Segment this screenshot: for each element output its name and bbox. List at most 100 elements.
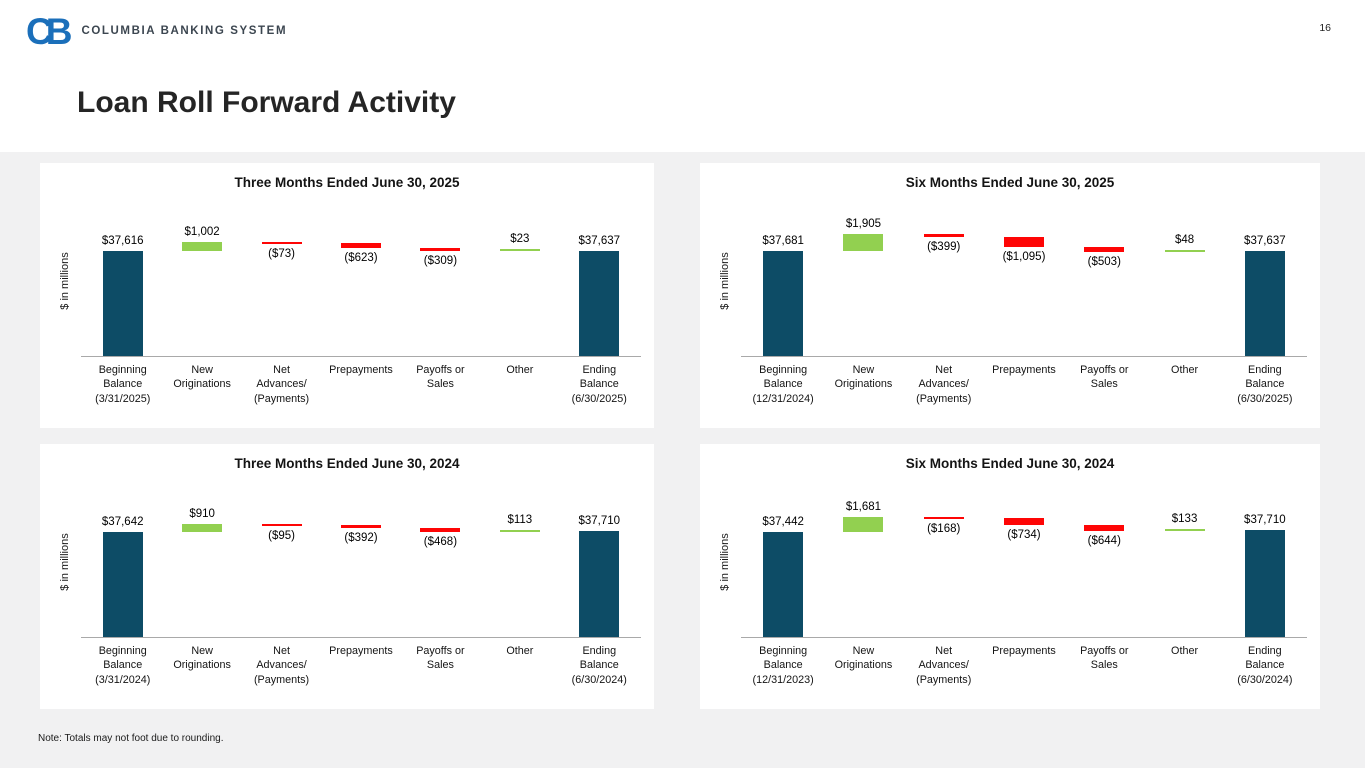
x-axis-labels: Beginning Balance (12/31/2024) New Origin… [743,363,1305,421]
category-label: Ending Balance (6/30/2024) [571,645,627,686]
bar-negative [923,516,964,519]
category-label: Prepayments [329,364,393,376]
bar-negative [1003,237,1044,248]
bar-value-label: $1,681 [845,500,882,513]
chart-title: Three Months Ended June 30, 2024 [234,456,460,471]
bar-value-label: ($623) [344,252,378,265]
chart-column: ($309) [401,193,480,356]
chart-column: $48 [1144,193,1224,356]
chart-column: ($1,095) [984,193,1064,356]
chart-card-six-months-2025: Six Months Ended June 30, 2025 $ in milli… [700,163,1320,428]
category-label: New Originations [834,645,893,672]
chart-column: ($468) [401,474,480,637]
company-logo: CB COLUMBIA BANKING SYSTEM [26,10,287,52]
logo-cb-monogram-icon: CB [26,10,73,52]
bar-total [102,532,143,637]
bar-value-label: $113 [507,514,533,527]
bar-total [1244,529,1285,637]
bar-total [763,532,804,637]
header: CB COLUMBIA BANKING SYSTEM 16 Loan Roll … [0,0,1365,152]
bar-value-label: $37,442 [762,516,804,528]
chart-column: $37,442 [743,474,823,637]
bar-value-label: ($392) [344,532,378,545]
chart-column: $37,642 [83,474,162,637]
bar-value-label: $37,637 [1244,235,1286,248]
chart-column: $37,637 [1225,193,1305,356]
bar-value-label: $48 [1174,233,1195,246]
x-axis-labels: Beginning Balance (3/31/2024) New Origina… [83,644,639,702]
bar-value-label: ($503) [1087,255,1121,268]
plot-area: $37,616 $1,002 ($73) ($623) ($309) $23 $37,637 [81,193,641,357]
chart-column: ($644) [1064,474,1144,637]
category-label: Ending Balance (6/30/2025) [571,364,627,405]
plot-area: $37,681 $1,905 ($399) ($1,095) ($503) $48 $37,… [741,193,1307,357]
bar-negative [340,524,381,529]
chart-column: $1,002 [162,193,241,356]
x-axis-labels: Beginning Balance (3/31/2025) New Origina… [83,363,639,421]
category-label: Prepayments [992,645,1056,657]
bar-negative [340,242,381,249]
bar-total [763,251,804,356]
bar-total [579,250,620,356]
chart-column: $1,905 [823,193,903,356]
bar-value-label: ($399) [927,241,961,254]
bar-value-label: ($1,095) [1002,251,1046,264]
x-axis-labels: Beginning Balance (12/31/2023) New Origin… [743,644,1305,702]
bar-positive [499,530,540,533]
category-label: Net Advances/ (Payments) [916,645,972,686]
bar-positive [499,249,540,251]
chart-column: $37,710 [1225,474,1305,637]
x-axis-line [81,637,641,638]
category-label: Ending Balance (6/30/2024) [1237,645,1293,686]
chart-column: ($73) [242,193,321,356]
y-axis-label: $ in millions [719,533,731,591]
bar-value-label: $37,637 [578,234,621,247]
bar-total [102,251,143,356]
bar-value-label: ($309) [423,255,458,267]
chart-column: $37,616 [83,193,162,356]
category-label: Prepayments [329,645,393,657]
chart-column: ($734) [984,474,1064,637]
bar-negative [1084,247,1125,252]
category-label: New Originations [173,645,231,672]
bar-value-label: ($468) [423,536,458,549]
bar-total [1244,251,1285,356]
chart-title: Six Months Ended June 30, 2024 [905,456,1115,471]
bar-value-label: $1,905 [845,217,882,230]
chart-column: ($168) [904,474,984,637]
chart-column: ($623) [321,193,400,356]
y-axis-label: $ in millions [719,252,731,310]
chart-column: $133 [1144,474,1224,637]
category-label: Prepayments [992,364,1056,376]
chart-column: ($95) [242,474,321,637]
bar-value-label: ($734) [1007,529,1041,541]
bar-value-label: $133 [1171,512,1198,525]
bar-value-label: $37,681 [762,235,804,247]
category-label: Payoffs or Sales [416,645,465,672]
bar-value-label: $37,710 [578,515,621,528]
bar-value-label: ($168) [927,522,961,535]
chart-card-three-months-2024: Three Months Ended June 30, 2024 $ in mil… [40,444,654,709]
category-label: Net Advances/ (Payments) [916,364,972,405]
bar-negative [1084,525,1125,531]
chart-column: $37,710 [560,474,639,637]
chart-column: $23 [480,193,559,356]
y-axis-label: $ in millions [59,252,71,310]
category-label: New Originations [173,364,231,391]
bar-positive [843,233,884,251]
plot-area: $37,442 $1,681 ($168) ($734) ($644) $133 $37,7… [741,474,1307,638]
logo-company-name: COLUMBIA BANKING SYSTEM [81,25,288,37]
category-label: Beginning Balance (12/31/2024) [752,364,814,405]
bar-value-label: $37,710 [1244,513,1286,526]
category-label: Net Advances/ (Payments) [253,645,310,686]
bar-negative [261,523,302,526]
category-label: Other [506,364,534,376]
bar-value-label: $37,616 [101,235,144,247]
bar-positive [182,242,223,251]
bar-negative [420,248,461,251]
chart-column: $37,681 [743,193,823,356]
bar-negative [420,528,461,533]
category-label: Other [1171,364,1199,376]
category-label: Beginning Balance (3/31/2025) [95,364,151,405]
chart-title: Three Months Ended June 30, 2025 [234,175,460,190]
